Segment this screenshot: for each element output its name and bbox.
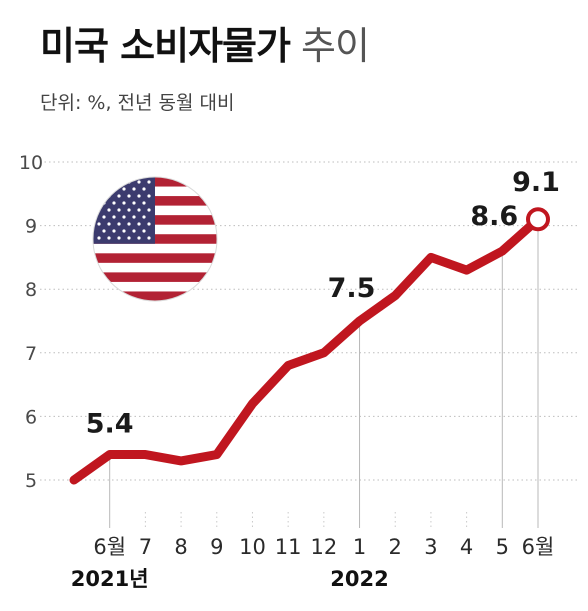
flag-star: [102, 187, 106, 191]
flag-canton: [93, 177, 155, 244]
x-tick-label: 3: [424, 535, 437, 559]
flag-star: [112, 215, 116, 219]
chart-header: 미국 소비자물가 추이 단위: %, 전년 동월 대비: [0, 0, 588, 135]
flag-star: [142, 215, 146, 219]
flag-star: [107, 208, 111, 212]
flag-star: [137, 236, 141, 240]
flag-star: [127, 236, 131, 240]
title-sub: 추이: [301, 24, 370, 68]
flag-rim: [92, 176, 218, 302]
flag-star: [112, 229, 116, 233]
flag-star: [117, 236, 121, 240]
flag-stripe: [93, 262, 217, 273]
x-tick-label: 10: [239, 535, 266, 559]
flag-star: [137, 208, 141, 212]
flag-star: [97, 236, 101, 240]
x-guide-lines: [109, 219, 539, 528]
flag-star: [107, 222, 111, 226]
flag-stripe: [93, 253, 217, 264]
flag-star: [102, 215, 106, 219]
flag-star: [97, 194, 101, 198]
us-flag-icon: [93, 177, 217, 301]
flag-star: [122, 229, 126, 233]
x-tick-label: 6월: [522, 535, 555, 559]
flag-star: [132, 215, 136, 219]
flag-star: [127, 222, 131, 226]
data-label: 5.4: [86, 409, 134, 440]
y-tick-label: 6: [25, 406, 37, 428]
flag-star: [132, 229, 136, 233]
flag-star: [112, 201, 116, 205]
flag-star: [122, 215, 126, 219]
flag-star: [127, 194, 131, 198]
flag-star: [112, 187, 116, 191]
flag-star: [122, 201, 126, 205]
flag-star: [132, 201, 136, 205]
flag-star: [97, 222, 101, 226]
x-tick-label: 7: [139, 535, 152, 559]
y-tick-label: 8: [25, 279, 37, 301]
flag-star: [137, 222, 141, 226]
year-labels: 2021년 2022: [71, 567, 389, 591]
y-tick-label: 10: [19, 152, 43, 174]
x-tick-label: 8: [174, 535, 187, 559]
flag-stripe: [93, 243, 217, 254]
flag-star: [142, 201, 146, 205]
year-label: 2022: [330, 567, 388, 591]
flag-star: [137, 194, 141, 198]
flag-star: [147, 236, 151, 240]
flag-star: [117, 208, 121, 212]
flag-star: [147, 194, 151, 198]
unit-note: 단위: %, 전년 동월 대비: [40, 92, 235, 114]
flag-star: [97, 180, 101, 184]
flag-star: [137, 180, 141, 184]
flag-star: [127, 208, 131, 212]
cpi-series: [69, 207, 550, 485]
x-tick-label: 1: [353, 535, 366, 559]
x-axis-ticks: 6월 7 8 9 10 11 12 1 2 3 4 5 6월: [93, 535, 554, 559]
year-label: 2021년: [71, 567, 149, 591]
flag-stripe: [93, 272, 217, 283]
y-tick-label: 7: [25, 343, 37, 365]
flag-star: [107, 180, 111, 184]
grid-lines: [40, 161, 580, 481]
data-labels: 5.4 7.5 8.69.1: [86, 167, 560, 439]
flag-star: [142, 187, 146, 191]
x-tick-label: 5: [496, 535, 509, 559]
data-label: 8.6: [470, 201, 518, 232]
data-label: 7.5: [328, 273, 376, 304]
flag-star: [117, 222, 121, 226]
flag-star: [142, 229, 146, 233]
flag-star: [107, 236, 111, 240]
y-axis-ticks: 5 6 7 8 9 10: [19, 152, 43, 492]
x-tick-label: 2: [389, 535, 402, 559]
flag-star: [122, 187, 126, 191]
flag-stripe: [93, 291, 217, 301]
x-tick-label: 11: [275, 535, 302, 559]
x-tick-label: 4: [460, 535, 473, 559]
data-label: 9.1: [512, 167, 560, 198]
flag-star: [117, 180, 121, 184]
chart-title: 미국 소비자물가 추이: [40, 20, 370, 72]
flag-stripe: [93, 281, 217, 292]
end-point-marker: [526, 207, 550, 232]
x-tick-label: 12: [310, 535, 337, 559]
x-tick-label: 9: [210, 535, 223, 559]
x-tick-label: 6월: [93, 535, 126, 559]
flag-star: [117, 194, 121, 198]
flag-star: [132, 187, 136, 191]
title-main: 미국 소비자물가: [40, 24, 291, 68]
flag-star: [147, 222, 151, 226]
flag-star: [147, 180, 151, 184]
flag-star: [102, 229, 106, 233]
series-line: [69, 214, 543, 485]
flag-star: [147, 208, 151, 212]
y-tick-label: 5: [25, 470, 37, 492]
y-tick-label: 9: [25, 216, 37, 238]
